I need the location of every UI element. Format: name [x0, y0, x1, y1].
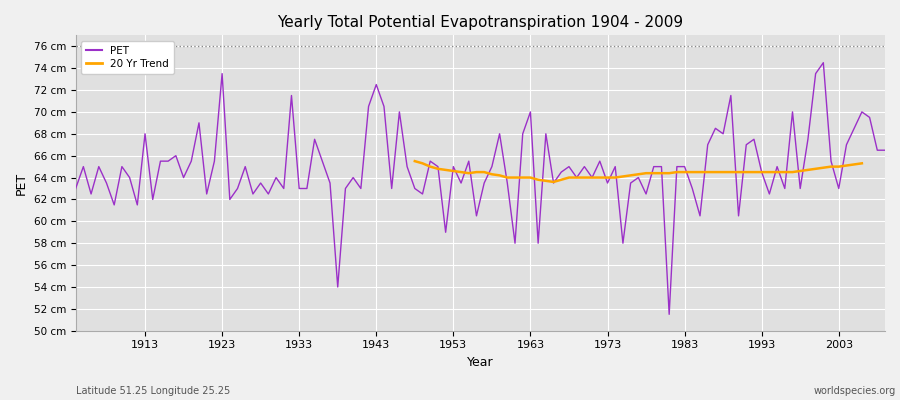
Legend: PET, 20 Yr Trend: PET, 20 Yr Trend [81, 40, 174, 74]
Title: Yearly Total Potential Evapotranspiration 1904 - 2009: Yearly Total Potential Evapotranspiratio… [277, 15, 683, 30]
X-axis label: Year: Year [467, 356, 493, 369]
Text: worldspecies.org: worldspecies.org [814, 386, 896, 396]
Text: Latitude 51.25 Longitude 25.25: Latitude 51.25 Longitude 25.25 [76, 386, 230, 396]
Y-axis label: PET: PET [15, 172, 28, 194]
